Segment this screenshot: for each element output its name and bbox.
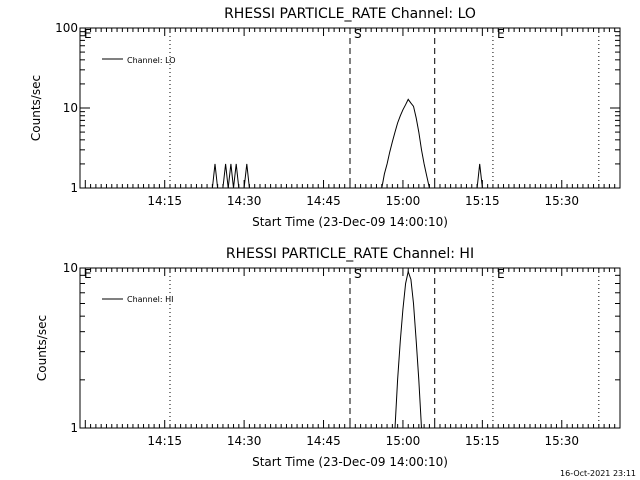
chart-title-hi: RHESSI PARTICLE_RATE Channel: HI bbox=[226, 246, 474, 262]
marker-label-hi: E bbox=[497, 267, 505, 281]
marker-label-lo: E bbox=[84, 27, 92, 41]
marker-label-lo: S bbox=[354, 27, 362, 41]
y-tick-label-hi: 10 bbox=[63, 261, 78, 275]
x-tick-label-lo: 15:00 bbox=[386, 194, 421, 208]
panel-lo: RHESSI PARTICLE_RATE Channel: LO Start T… bbox=[29, 6, 621, 229]
x-tick-label-hi: 14:45 bbox=[306, 434, 341, 448]
y-tick-label-lo: 100 bbox=[55, 21, 78, 35]
x-axis-label-lo: Start Time (23-Dec-09 14:00:10) bbox=[252, 215, 448, 229]
marker-label-lo: E bbox=[497, 27, 505, 41]
legend-label-lo: Channel: LO bbox=[127, 56, 176, 65]
panel-hi: RHESSI PARTICLE_RATE Channel: HI Start T… bbox=[35, 246, 621, 469]
y-tick-label-lo: 1 bbox=[70, 181, 78, 195]
marker-label-hi: S bbox=[354, 267, 362, 281]
x-tick-label-lo: 14:30 bbox=[227, 194, 262, 208]
series-line-lo bbox=[227, 163, 234, 189]
series-line-lo bbox=[476, 163, 483, 189]
x-tick-label-lo: 15:30 bbox=[544, 194, 579, 208]
series-line-lo bbox=[233, 163, 240, 189]
marker-label-hi: E bbox=[84, 267, 92, 281]
x-tick-label-hi: 15:00 bbox=[386, 434, 421, 448]
x-tick-label-lo: 15:15 bbox=[465, 194, 500, 208]
y-axis-label-hi: Counts/sec bbox=[35, 315, 49, 381]
x-axis-label-hi: Start Time (23-Dec-09 14:00:10) bbox=[252, 455, 448, 469]
x-tick-label-hi: 15:30 bbox=[544, 434, 579, 448]
series-line-lo bbox=[243, 163, 250, 189]
y-tick-label-lo: 10 bbox=[63, 101, 78, 115]
series-line-lo bbox=[381, 98, 430, 189]
chart-title-lo: RHESSI PARTICLE_RATE Channel: LO bbox=[224, 6, 476, 22]
series-line-hi bbox=[394, 269, 422, 429]
x-tick-label-lo: 14:15 bbox=[147, 194, 182, 208]
timestamp: 16-Oct-2021 23:11 bbox=[560, 469, 636, 478]
series-line-lo bbox=[222, 163, 229, 189]
x-tick-label-lo: 14:45 bbox=[306, 194, 341, 208]
x-tick-label-hi: 14:30 bbox=[227, 434, 262, 448]
y-axis-label-lo: Counts/sec bbox=[29, 75, 43, 141]
x-tick-label-hi: 15:15 bbox=[465, 434, 500, 448]
series-line-lo bbox=[211, 163, 219, 189]
y-tick-label-hi: 1 bbox=[70, 421, 78, 435]
x-tick-label-hi: 14:15 bbox=[147, 434, 182, 448]
legend-label-hi: Channel: HI bbox=[127, 295, 173, 304]
